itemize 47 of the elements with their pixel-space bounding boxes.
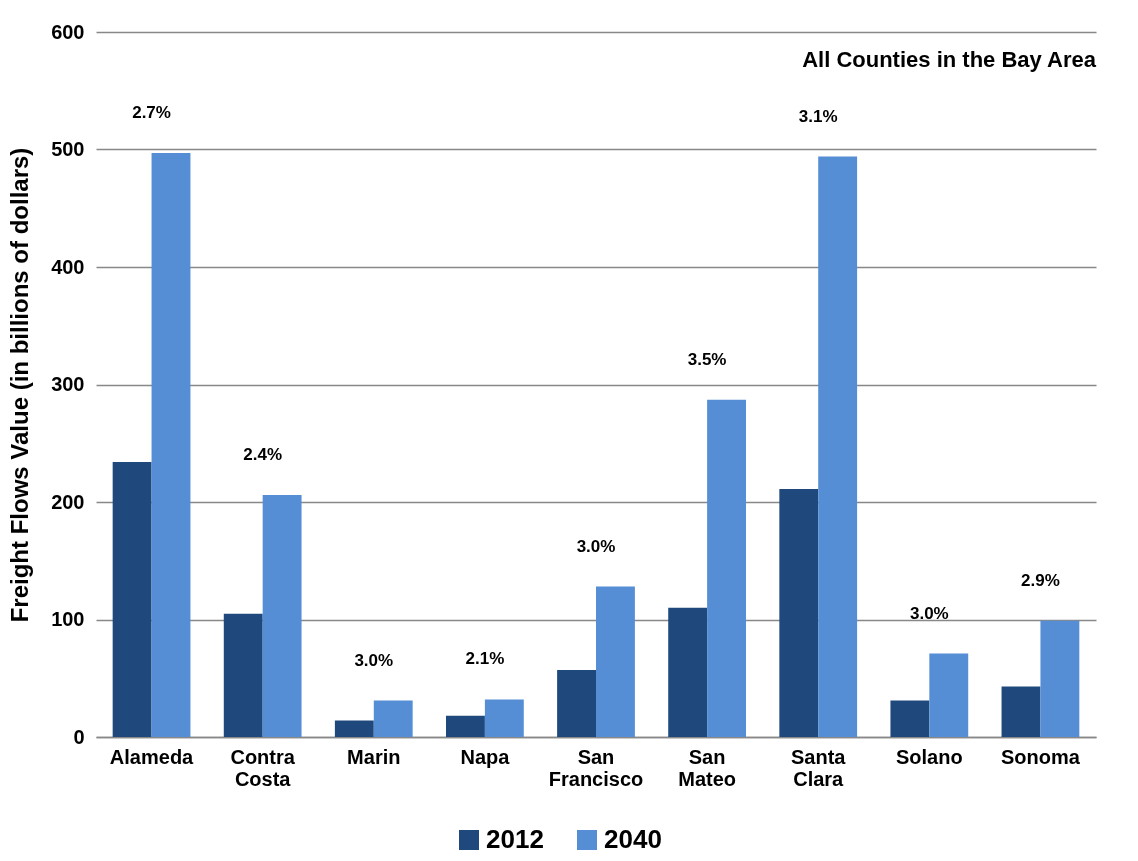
- x-tick-label: Santa Clara: [790, 745, 847, 790]
- bar: [446, 715, 485, 737]
- annotation: 3.5%: [687, 349, 727, 369]
- bar: [151, 153, 191, 737]
- bar: [373, 700, 413, 737]
- y-tick-label: 500: [51, 138, 85, 160]
- y-tick-label: 400: [51, 255, 85, 278]
- annotation: 3.0%: [909, 603, 949, 623]
- annotation: 3.1%: [798, 106, 838, 126]
- y-tick-label: 600: [51, 20, 85, 43]
- annotation: 3.0%: [576, 536, 616, 556]
- annotation: 3.0%: [354, 650, 394, 670]
- bar: [262, 494, 302, 737]
- y-tick-label: 0: [73, 725, 85, 748]
- text: All Counties in the Bay Area: [802, 47, 1097, 72]
- y-tick-label: 100: [51, 608, 85, 630]
- annotation: 2.7%: [132, 103, 171, 123]
- x-tick-label: Marin: [347, 745, 401, 768]
- bar: [668, 607, 708, 737]
- bar: [223, 613, 263, 737]
- y-tick-label: 200: [51, 490, 85, 513]
- x-tick-label: San Francisco: [548, 745, 644, 790]
- bar: [557, 670, 596, 737]
- x-tick-label: Alameda: [109, 745, 195, 768]
- annotation: 2.1%: [465, 649, 505, 669]
- annotation: 2.4%: [243, 444, 283, 464]
- bar: [596, 586, 635, 737]
- bar: [484, 699, 524, 737]
- bar: [112, 462, 152, 737]
- legend-label: 2040: [604, 824, 662, 854]
- bar: [707, 399, 746, 737]
- legend-label: 2012: [486, 824, 544, 854]
- bar: [818, 156, 858, 737]
- bar: [334, 720, 374, 737]
- bar: [1040, 620, 1080, 737]
- y-tick-label: 300: [51, 373, 85, 395]
- x-tick-label: Solano: [896, 745, 963, 768]
- bar: [929, 653, 969, 737]
- bar: [779, 489, 819, 737]
- annotation: 2.9%: [1021, 570, 1060, 590]
- y-axis-title: Freight Flows Value (in billions of dollars): [6, 147, 34, 623]
- bar: [890, 700, 930, 737]
- x-tick-label: Contra Costa: [230, 745, 296, 790]
- x-tick-label: San Mateo: [678, 745, 737, 790]
- x-tick-label: Sonoma: [1000, 745, 1081, 768]
- bar: [1001, 686, 1041, 737]
- x-tick-label: Napa: [460, 745, 511, 768]
